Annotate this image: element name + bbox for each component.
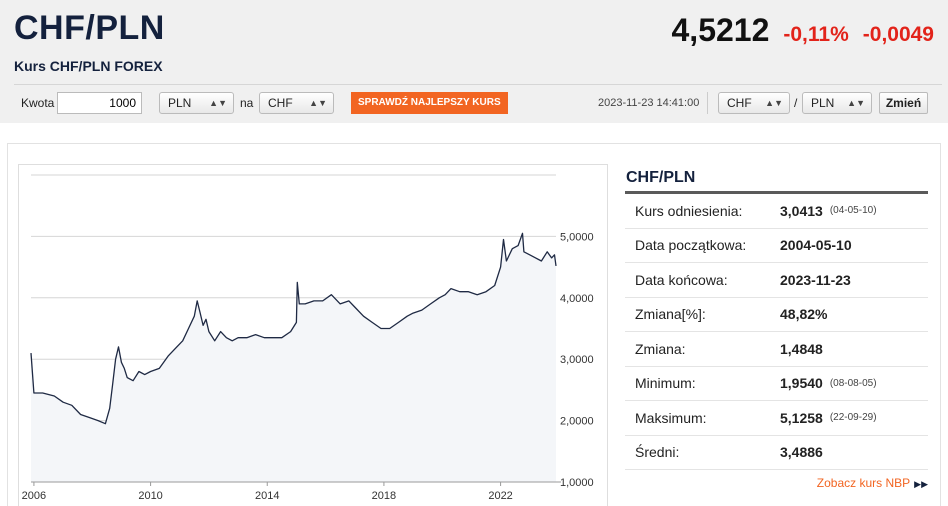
- chart-panel: 1,0000 2,0000 3,0000 4,0000 5,0000 2006 2010 20…: [7, 143, 941, 506]
- stat-row: Średni: 3,4886: [625, 436, 928, 470]
- x-tick-label: 2014: [255, 490, 279, 502]
- chart-frame: 1,0000 2,0000 3,0000 4,0000 5,0000 2006 2010 20…: [18, 164, 608, 506]
- y-tick-label: 5,0000: [560, 231, 594, 243]
- stat-label: Zmiana[%]:: [635, 306, 706, 323]
- amount-label: Kwota: [21, 96, 55, 110]
- change-percent: -0,11%: [783, 23, 849, 46]
- select-arrows-icon: ▲▼: [309, 98, 327, 108]
- pair-base-value: CHF: [727, 96, 752, 110]
- pair-quote-value: PLN: [811, 96, 835, 110]
- stat-label: Średni:: [635, 444, 680, 461]
- nbp-link[interactable]: Zobacz kurs NBP ▶▶: [817, 476, 928, 490]
- amount-input[interactable]: [57, 92, 142, 114]
- series-line: [30, 232, 557, 425]
- to-currency-value: CHF: [268, 96, 293, 110]
- double-arrow-icon: ▶▶: [914, 479, 928, 489]
- current-rate: 4,5212: [671, 12, 770, 48]
- x-tick-label: 2010: [138, 490, 162, 502]
- best-rate-button[interactable]: SPRAWDŹ NAJLEPSZY KURS: [351, 92, 508, 114]
- stat-date: (04-05-10): [829, 205, 877, 217]
- stats-rows: Kurs odniesienia: 3,0413 (04-05-10) Data p…: [625, 194, 928, 470]
- stat-label: Data początkowa:: [635, 237, 747, 254]
- x-tick-label: 2018: [372, 490, 396, 502]
- toolbar-divider: [707, 92, 708, 114]
- pair-title: CHF/PLN: [14, 9, 165, 47]
- select-arrows-icon: ▲▼: [765, 98, 783, 108]
- y-tick-label: 3,0000: [560, 354, 594, 366]
- stat-label: Maksimum:: [635, 409, 707, 426]
- pair-base-select[interactable]: CHF ▲▼: [718, 92, 790, 114]
- stat-date: (22-09-29): [829, 412, 877, 424]
- na-label: na: [240, 96, 254, 110]
- stat-row: Kurs odniesienia: 3,0413 (04-05-10): [625, 194, 928, 229]
- select-arrows-icon: ▲▼: [209, 98, 227, 108]
- stat-row: Data początkowa: 2004-05-10: [625, 229, 928, 263]
- timestamp: 2023-11-23 14:41:00: [598, 97, 700, 109]
- stat-row: Maksimum: 5,1258 (22-09-29): [625, 401, 928, 436]
- stat-row: Minimum: 1,9540 (08-08-05): [625, 367, 928, 401]
- stat-value: 48,82%: [780, 306, 828, 323]
- x-tick-label: 2006: [22, 490, 46, 502]
- stat-row: Data końcowa: 2023-11-23: [625, 263, 928, 298]
- stat-label: Kurs odniesienia:: [635, 202, 743, 219]
- stat-label: Minimum:: [635, 375, 696, 392]
- stats-table: CHF/PLN Kurs odniesienia: 3,0413 (04-05-10…: [625, 164, 928, 490]
- stat-value: 2023-11-23: [780, 271, 851, 288]
- change-absolute: -0,0049: [862, 23, 934, 46]
- stat-row: Zmiana[%]: 48,82%: [625, 298, 928, 332]
- header-divider: [14, 84, 942, 85]
- from-currency-select[interactable]: PLN ▲▼: [159, 92, 234, 114]
- converter-toolbar: Kwota PLN ▲▼ na CHF ▲▼ SPRAWDŹ NAJLEPSZY…: [0, 90, 948, 116]
- price-chart[interactable]: 1,0000 2,0000 3,0000 4,0000 5,0000 2006 2010 20…: [19, 165, 609, 506]
- x-tick-label: 2022: [488, 490, 512, 502]
- stat-label: Data końcowa:: [635, 271, 728, 288]
- stat-value: 3,4886: [780, 444, 823, 461]
- stat-value: 2004-05-10: [780, 237, 852, 254]
- stat-date: (08-08-05): [829, 377, 877, 389]
- change-pair-button[interactable]: Zmień: [879, 92, 928, 114]
- stat-value: 1,4848: [780, 340, 823, 357]
- rate-box: 4,5212 -0,11% -0,0049: [672, 12, 935, 49]
- nbp-link-label: Zobacz kurs NBP: [816, 476, 911, 490]
- stat-value: 5,1258: [780, 409, 823, 426]
- to-currency-select[interactable]: CHF ▲▼: [259, 92, 334, 114]
- y-tick-label: 2,0000: [560, 416, 594, 428]
- pair-slash: /: [794, 96, 798, 110]
- series-area: [31, 233, 556, 482]
- stat-row: Zmiana: 1,4848: [625, 332, 928, 367]
- stat-value: 1,9540: [780, 375, 823, 392]
- stat-label: Zmiana:: [635, 340, 686, 357]
- quote-header: CHF/PLN Kurs CHF/PLN FOREX 4,5212 -0,11%…: [0, 0, 948, 123]
- from-currency-value: PLN: [168, 96, 192, 110]
- pair-quote-select[interactable]: PLN ▲▼: [802, 92, 872, 114]
- y-tick-label: 1,0000: [560, 477, 594, 489]
- y-tick-label: 4,0000: [560, 293, 594, 305]
- stat-value: 3,0413: [780, 202, 823, 219]
- pair-subtitle: Kurs CHF/PLN FOREX: [14, 58, 163, 74]
- select-arrows-icon: ▲▼: [847, 98, 865, 108]
- stats-title: CHF/PLN: [625, 164, 928, 194]
